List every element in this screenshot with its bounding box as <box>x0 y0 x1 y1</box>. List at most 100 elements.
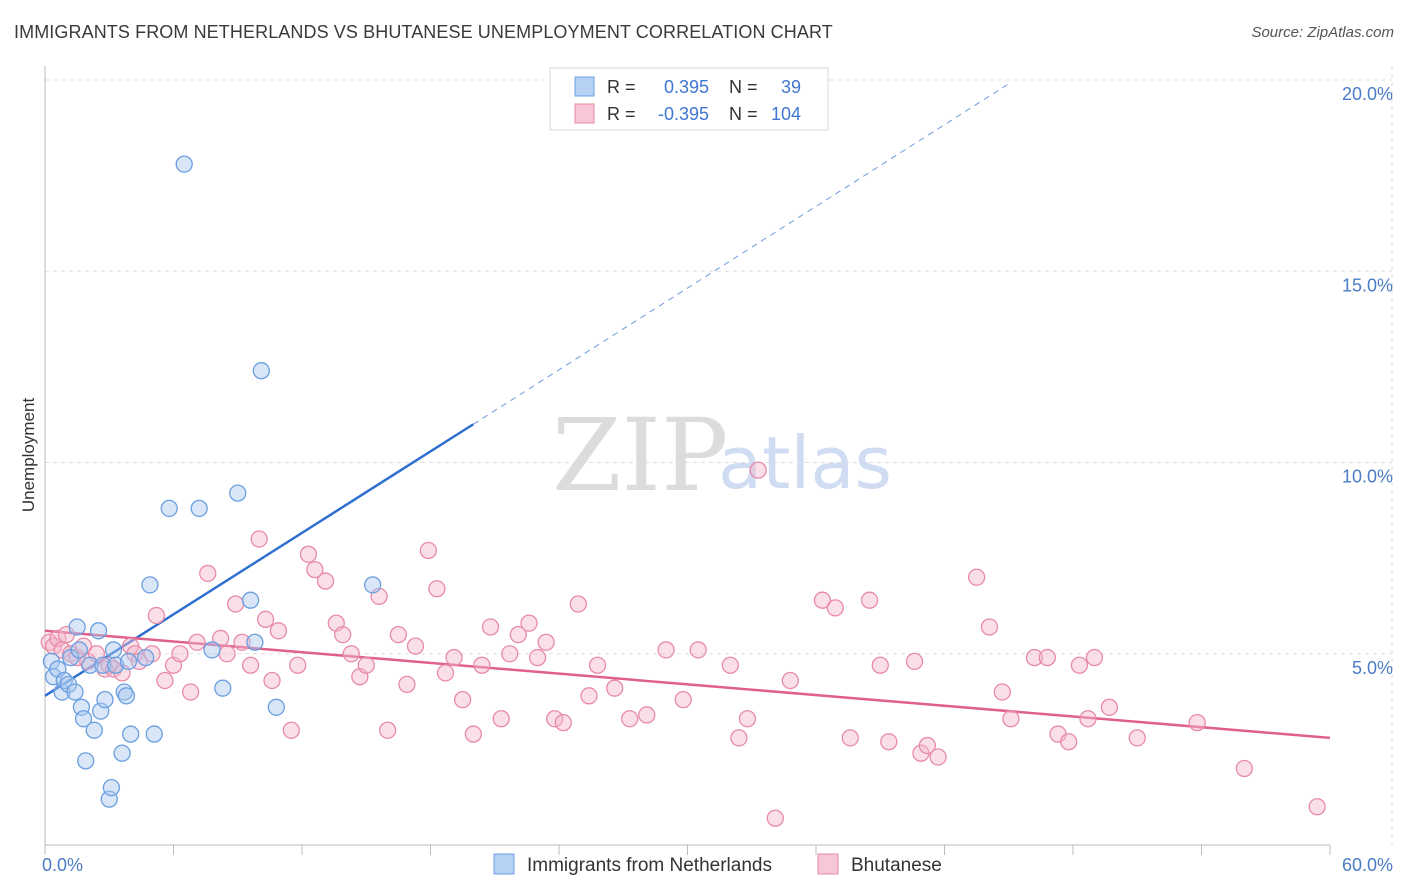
point-bhutanese-66 <box>580 687 598 705</box>
point-netherlands-11 <box>74 710 93 728</box>
point-netherlands-29 <box>141 576 159 594</box>
point-bhutanese-57 <box>492 710 510 728</box>
y-tick-label-3: 20.0% <box>1342 84 1393 104</box>
series-legend-swatch-netherlands <box>493 853 515 875</box>
point-netherlands-17 <box>94 656 112 674</box>
point-bhutanese-102 <box>1128 729 1146 747</box>
point-netherlands-22 <box>107 656 125 674</box>
point-bhutanese-33 <box>269 622 288 640</box>
point-bhutanese-103 <box>1188 713 1206 732</box>
point-bhutanese-81 <box>826 599 844 617</box>
point-bhutanese-56 <box>481 618 500 636</box>
y-tick-label-2: 15.0% <box>1342 275 1393 295</box>
point-netherlands-37 <box>241 591 260 609</box>
point-bhutanese-31 <box>256 610 275 628</box>
point-netherlands-18 <box>96 691 114 709</box>
stats-r-label-1: R = <box>607 77 636 97</box>
point-netherlands-26 <box>119 652 138 671</box>
stats-legend-box <box>549 67 829 131</box>
point-bhutanese-45 <box>379 721 397 739</box>
point-bhutanese-104 <box>1235 759 1253 778</box>
point-netherlands-40 <box>267 698 285 716</box>
point-bhutanese-30 <box>250 530 268 548</box>
stats-r-value-1: 0.395 <box>664 77 709 97</box>
point-bhutanese-59 <box>509 625 527 644</box>
point-bhutanese-60 <box>520 614 538 632</box>
point-bhutanese-67 <box>588 656 607 674</box>
chart-source: Source: ZipAtlas.com <box>1251 24 1394 41</box>
point-bhutanese-40 <box>334 625 352 644</box>
point-bhutanese-22 <box>181 683 200 701</box>
point-bhutanese-18 <box>147 606 166 625</box>
point-netherlands-34 <box>203 641 221 659</box>
point-netherlands-7 <box>66 683 84 701</box>
point-bhutanese-71 <box>657 641 675 659</box>
point-netherlands-14 <box>85 721 103 739</box>
point-bhutanese-73 <box>689 641 707 659</box>
point-bhutanese-83 <box>860 591 879 609</box>
stats-n-value-1: 39 <box>781 77 801 97</box>
point-bhutanese-98 <box>1070 656 1089 674</box>
point-bhutanese-89 <box>929 748 947 766</box>
point-bhutanese-37 <box>306 560 324 579</box>
point-bhutanese-91 <box>980 618 999 636</box>
point-bhutanese-62 <box>537 633 555 651</box>
point-bhutanese-105 <box>1308 798 1326 816</box>
stats-n-label-1: N = <box>729 77 758 97</box>
point-bhutanese-51 <box>436 664 455 682</box>
point-bhutanese-24 <box>199 564 217 583</box>
point-bhutanese-23 <box>188 633 206 651</box>
axes <box>44 66 1331 855</box>
point-bhutanese-35 <box>289 656 307 674</box>
point-bhutanese-58 <box>501 645 519 663</box>
point-bhutanese-86 <box>905 652 924 671</box>
tick-labels: 5.0% 10.0% 15.0% 20.0% 0.0% 60.0% <box>42 84 1393 875</box>
point-bhutanese-79 <box>781 671 799 690</box>
point-netherlands-20 <box>102 778 121 797</box>
point-bhutanese-70 <box>638 706 656 724</box>
point-bhutanese-85 <box>880 733 898 751</box>
point-bhutanese-75 <box>730 729 748 747</box>
watermark-zip: ZIP <box>552 397 728 514</box>
watermark-atlas: atlas <box>718 421 892 505</box>
stats-n-label-2: N = <box>729 104 758 124</box>
point-bhutanese-82 <box>841 729 859 747</box>
point-bhutanese-48 <box>406 637 425 655</box>
point-bhutanese-43 <box>357 656 375 674</box>
point-bhutanese-41 <box>342 645 360 663</box>
point-bhutanese-27 <box>226 595 245 613</box>
point-netherlands-28 <box>137 648 155 667</box>
point-bhutanese-95 <box>1038 648 1056 667</box>
point-bhutanese-74 <box>721 656 739 674</box>
grid-lines <box>45 66 1393 845</box>
point-bhutanese-49 <box>419 541 438 560</box>
point-bhutanese-97 <box>1060 733 1078 751</box>
point-bhutanese-61 <box>528 648 547 667</box>
series-legend-label-bhutanese: Bhutanese <box>851 855 942 876</box>
point-netherlands-12 <box>77 752 95 770</box>
point-netherlands-15 <box>89 622 108 640</box>
point-bhutanese-50 <box>428 580 446 598</box>
stats-legend: R = 0.395 N = 39 R = -0.395 N = 104 <box>549 67 829 131</box>
point-netherlands-23 <box>113 744 131 762</box>
point-netherlands-35 <box>214 679 232 697</box>
point-netherlands-39 <box>252 362 270 380</box>
series-legend: Immigrants from Netherlands Bhutanese <box>493 853 942 876</box>
point-bhutanese-80 <box>813 591 832 609</box>
point-bhutanese-78 <box>766 809 784 827</box>
point-bhutanese-38 <box>316 572 335 590</box>
point-bhutanese-54 <box>464 725 482 743</box>
data-points <box>40 155 1326 827</box>
point-netherlands-9 <box>70 641 88 659</box>
point-bhutanese-65 <box>569 595 587 613</box>
point-bhutanese-29 <box>241 656 260 674</box>
point-bhutanese-93 <box>1002 710 1020 728</box>
point-bhutanese-63 <box>546 710 564 728</box>
stats-legend-swatch-pink <box>574 103 595 124</box>
point-bhutanese-47 <box>398 675 416 693</box>
point-netherlands-32 <box>175 155 193 173</box>
point-bhutanese-101 <box>1100 698 1119 716</box>
point-bhutanese-53 <box>453 691 472 709</box>
point-bhutanese-36 <box>299 545 318 563</box>
